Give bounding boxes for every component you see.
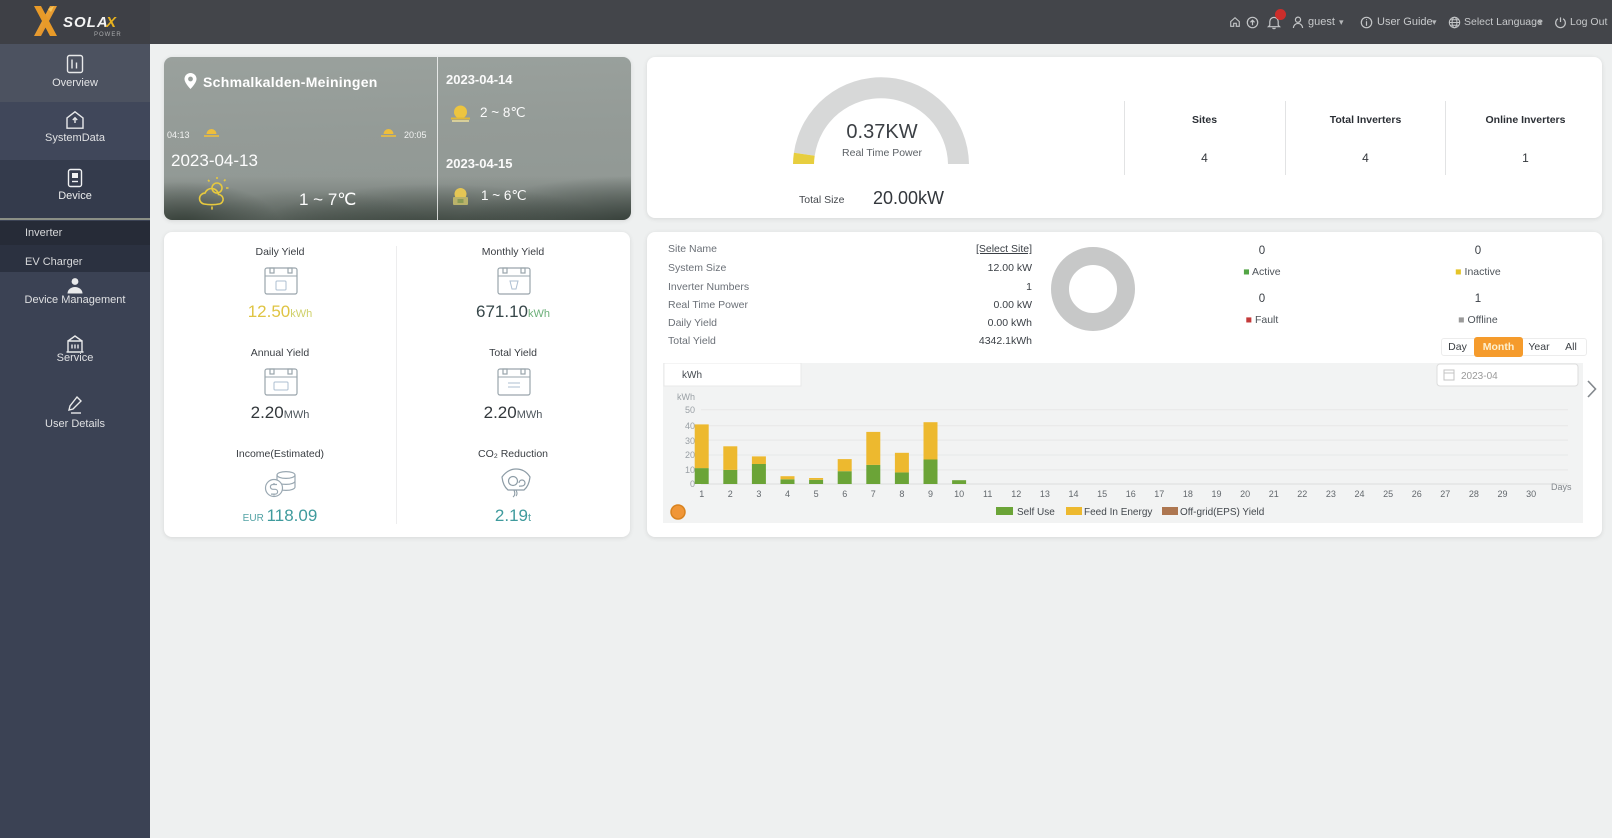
svg-text:16: 16: [1126, 489, 1136, 499]
svg-text:21: 21: [1269, 489, 1279, 499]
svg-text:24: 24: [1354, 489, 1364, 499]
svg-text:23: 23: [1326, 489, 1336, 499]
svg-text:17: 17: [1154, 489, 1164, 499]
svg-text:30: 30: [685, 436, 695, 446]
svg-text:40: 40: [685, 421, 695, 431]
svg-text:15: 15: [1097, 489, 1107, 499]
svg-text:8: 8: [899, 489, 904, 499]
svg-text:7: 7: [871, 489, 876, 499]
svg-text:2023-04: 2023-04: [1461, 371, 1498, 382]
svg-text:14: 14: [1068, 489, 1078, 499]
svg-text:1: 1: [699, 489, 704, 499]
svg-text:Feed In Energy: Feed In Energy: [1084, 507, 1152, 518]
svg-text:kWh: kWh: [677, 392, 695, 402]
svg-text:POWER: POWER: [94, 32, 122, 38]
svg-text:10: 10: [685, 465, 695, 475]
svg-text:18: 18: [1183, 489, 1193, 499]
svg-text:22: 22: [1297, 489, 1307, 499]
svg-text:30: 30: [1526, 489, 1536, 499]
svg-text:X: X: [105, 14, 117, 31]
svg-text:5: 5: [814, 489, 819, 499]
svg-text:28: 28: [1469, 489, 1479, 499]
svg-text:19: 19: [1211, 489, 1221, 499]
svg-text:3: 3: [756, 489, 761, 499]
svg-text:10: 10: [954, 489, 964, 499]
svg-text:9: 9: [928, 489, 933, 499]
svg-text:11: 11: [983, 489, 992, 499]
svg-text:kWh: kWh: [682, 370, 702, 381]
svg-text:0: 0: [690, 479, 695, 489]
svg-text:Off-grid(EPS) Yield: Off-grid(EPS) Yield: [1180, 507, 1264, 518]
svg-text:Self Use: Self Use: [1017, 507, 1055, 518]
svg-text:25: 25: [1383, 489, 1393, 499]
svg-text:Days: Days: [1551, 482, 1572, 492]
svg-text:29: 29: [1497, 489, 1507, 499]
svg-text:2: 2: [728, 489, 733, 499]
svg-text:12: 12: [1011, 489, 1021, 499]
svg-text:SOLA: SOLA: [63, 14, 109, 31]
svg-text:26: 26: [1412, 489, 1422, 499]
svg-text:6: 6: [842, 489, 847, 499]
svg-text:50: 50: [685, 405, 695, 415]
svg-text:20: 20: [1240, 489, 1250, 499]
svg-text:4: 4: [785, 489, 790, 499]
svg-text:13: 13: [1040, 489, 1050, 499]
svg-text:27: 27: [1440, 489, 1450, 499]
svg-text:20: 20: [685, 450, 695, 460]
